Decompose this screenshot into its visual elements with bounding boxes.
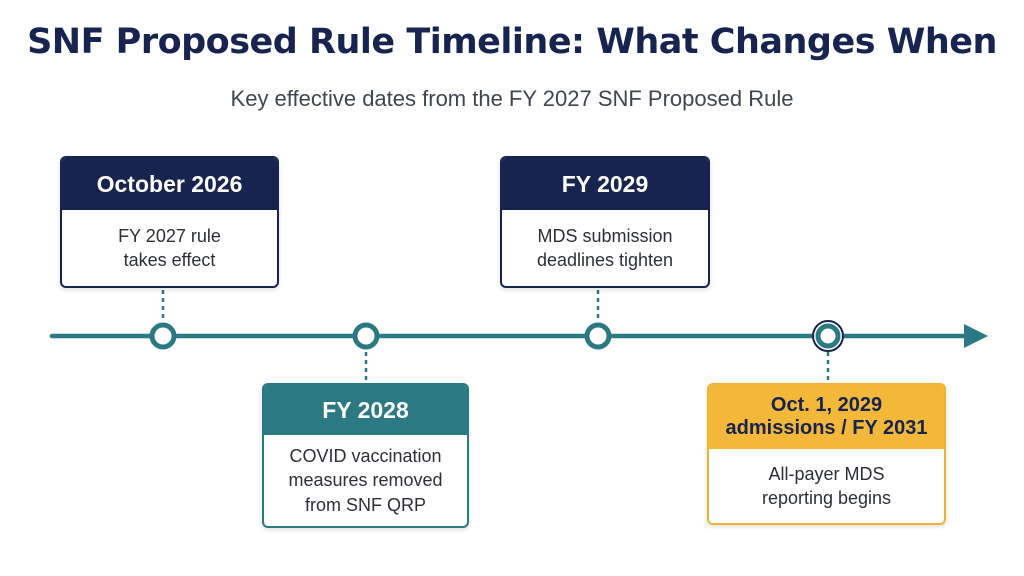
timeline-marker-fy-2029 [584,322,612,350]
milestone-heading-box: October 2026 [62,158,277,210]
milestone-description-line: MDS submission [537,225,673,246]
milestone-card-fy-2028: FY 2028 COVID vaccination measures remov… [262,383,469,528]
milestone-description: All-payer MDS reporting begins [709,449,944,523]
milestone-card-fy-2029: FY 2029 MDS submission deadlines tighten [500,156,710,288]
milestone-description: COVID vaccination measures removed from … [264,435,467,526]
timeline-arrowhead [964,324,988,348]
timeline-marker-october-2026 [149,322,177,350]
milestone-description-line: measures removed [288,470,443,491]
milestone-heading-box: FY 2029 [502,158,708,210]
milestone-description-line: takes effect [123,250,216,270]
milestone-card-oct-2029: Oct. 1, 2029 admissions / FY 2031 All-pa… [707,383,946,525]
milestone-description: FY 2027 rule takes effect [62,210,277,286]
milestone-description-line: from SNF QRP [304,494,426,515]
timeline-marker-oct-2029 [812,320,844,352]
page-subtitle: Key effective dates from the FY 2027 SNF… [230,86,794,111]
milestone-description: MDS submission deadlines tighten [502,210,708,286]
milestone-heading-box: FY 2028 [264,385,467,435]
milestone-heading-box: Oct. 1, 2029 admissions / FY 2031 [709,385,944,449]
milestone-heading: FY 2029 [561,170,649,197]
milestone-heading: Oct. 1, 2029 [770,394,883,416]
milestone-description-line: COVID vaccination [289,446,442,467]
milestone-heading: October 2026 [96,170,243,197]
timeline-marker-fy-2028 [352,322,380,350]
milestone-description-line: FY 2027 rule [118,225,221,246]
page-title: SNF Proposed Rule Timeline: What Changes… [27,22,997,62]
milestone-card-october-2026: October 2026 FY 2027 rule takes effect [60,156,279,288]
milestone-heading: admissions / FY 2031 [725,417,928,439]
milestone-description-line: reporting begins [761,488,892,508]
milestone-description-line: deadlines tighten [536,250,674,270]
milestone-heading: FY 2028 [322,396,409,423]
milestone-description-line: All-payer MDS [768,463,885,484]
